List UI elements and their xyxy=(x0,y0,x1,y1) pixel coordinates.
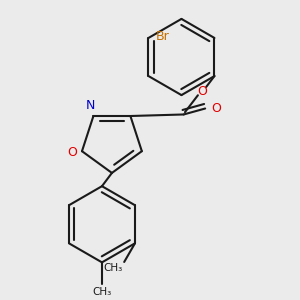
Text: N: N xyxy=(85,99,95,112)
Text: CH₃: CH₃ xyxy=(92,286,112,296)
Text: Br: Br xyxy=(156,30,170,43)
Text: O: O xyxy=(211,102,221,115)
Text: CH₃: CH₃ xyxy=(103,263,123,273)
Text: O: O xyxy=(67,146,77,159)
Text: O: O xyxy=(197,85,207,98)
